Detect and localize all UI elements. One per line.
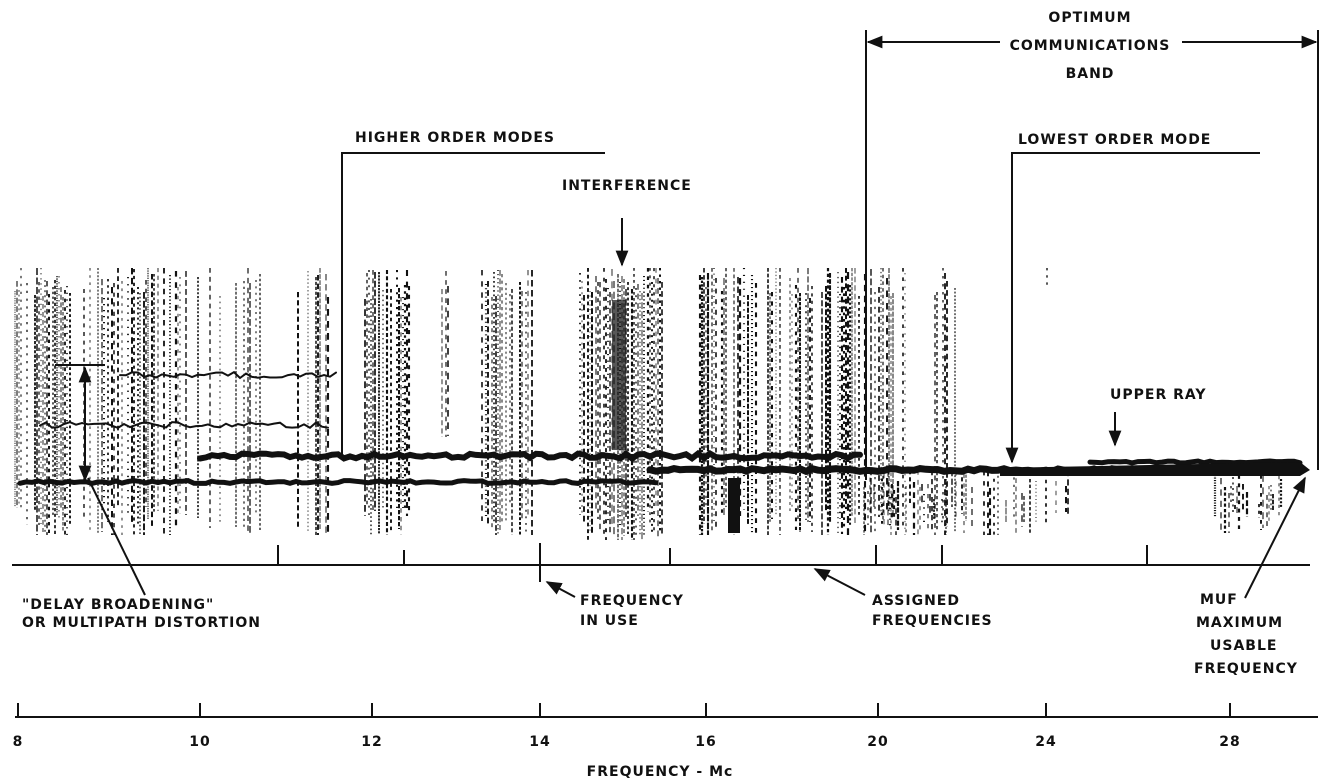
record	[15, 268, 1310, 540]
ionogram-diagram: OPTIMUM COMMUNICATIONS BAND HIGHER ORDER…	[0, 0, 1322, 778]
tick-label: 28	[1219, 734, 1240, 750]
label: "DELAY BROADENING"	[22, 597, 214, 613]
tick-label: 10	[189, 734, 210, 750]
label: MUF	[1200, 592, 1238, 608]
label: COMMUNICATIONS	[1010, 38, 1171, 54]
label: FREQUENCY	[580, 593, 684, 609]
tick-label: 24	[1035, 734, 1056, 750]
label: BAND	[1066, 66, 1115, 82]
tick-label: 14	[529, 734, 550, 750]
leader	[1012, 153, 1260, 462]
blob	[612, 300, 626, 450]
leader	[88, 478, 145, 595]
trace	[40, 422, 328, 428]
leader	[342, 153, 605, 455]
axis-title: FREQUENCY - Mc	[587, 764, 734, 778]
label: ASSIGNED	[872, 593, 960, 609]
tick-label: 12	[361, 734, 382, 750]
label: MAXIMUM	[1196, 615, 1283, 631]
label: UPPER RAY	[1110, 387, 1207, 403]
label: LOWEST ORDER MODE	[1018, 132, 1211, 148]
label: FREQUENCIES	[872, 613, 993, 629]
trace	[1090, 461, 1300, 463]
tick-label: 16	[695, 734, 716, 750]
assigned-ticks	[278, 543, 1147, 582]
label: OR MULTIPATH DISTORTION	[22, 615, 261, 631]
label: INTERFERENCE	[562, 178, 692, 194]
tick-label: 8	[13, 734, 24, 750]
label: OPTIMUM	[1048, 10, 1131, 26]
label: FREQUENCY	[1194, 661, 1298, 677]
arrow	[815, 569, 865, 595]
arrow	[547, 582, 575, 597]
trace	[20, 481, 656, 484]
label: HIGHER ORDER MODES	[355, 130, 555, 146]
arrow	[1245, 478, 1305, 598]
tick-label: 20	[867, 734, 888, 750]
label: USABLE	[1210, 638, 1277, 654]
blob	[728, 478, 740, 533]
label: IN USE	[580, 613, 639, 629]
trace	[200, 454, 860, 459]
axis: 8 10 12 14 16 20 24 28	[13, 703, 1241, 750]
